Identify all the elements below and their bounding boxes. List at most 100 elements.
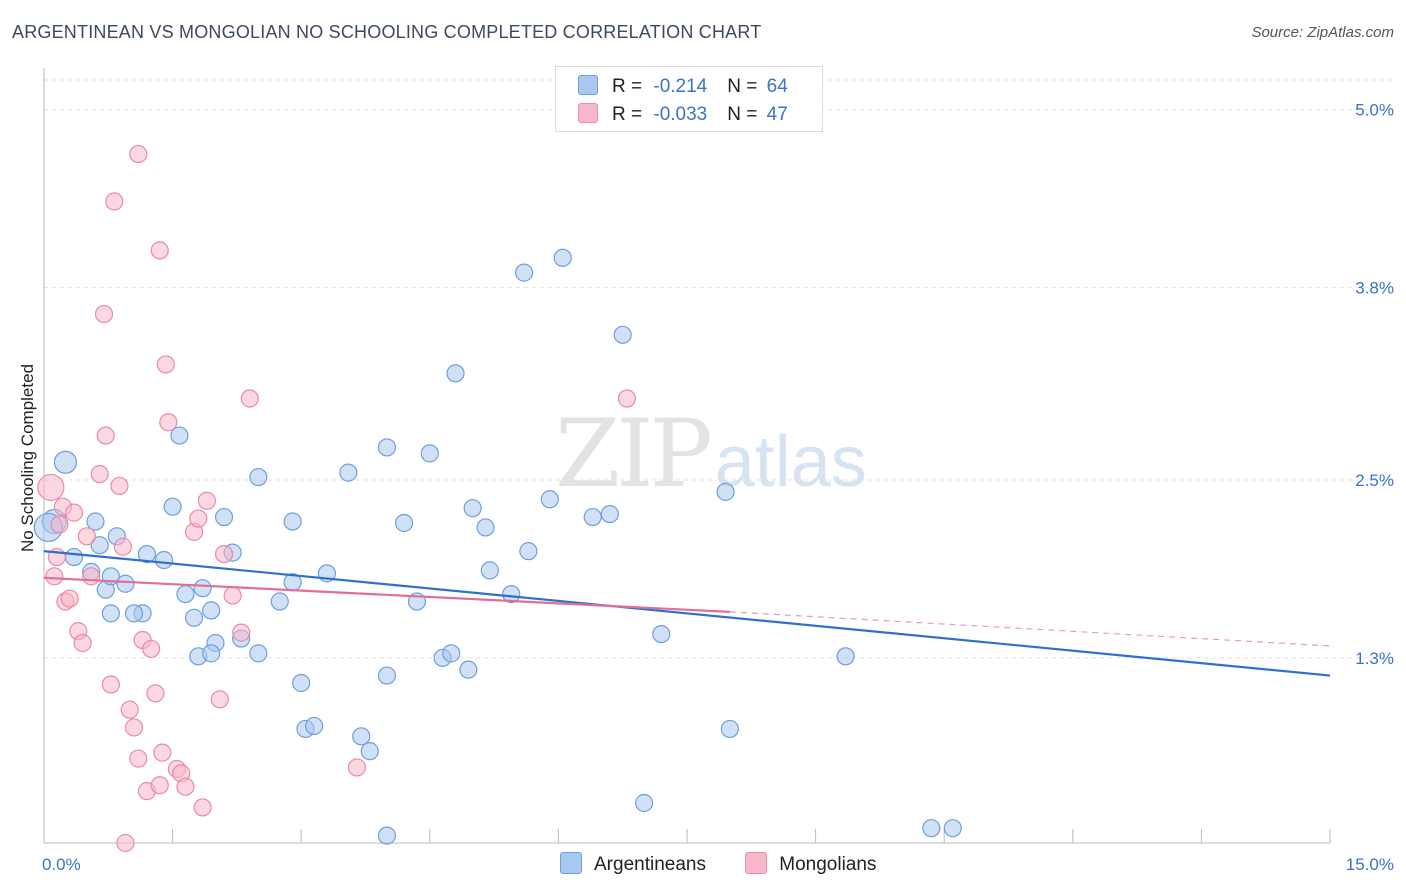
data-point-argentineans xyxy=(502,584,521,604)
data-point-argentineans xyxy=(394,513,414,533)
data-point-mongolians xyxy=(210,690,229,709)
data-point-argentineans xyxy=(101,604,120,623)
data-point-mongolians xyxy=(77,527,96,546)
data-point-argentineans xyxy=(420,444,439,463)
data-point-argentineans xyxy=(249,467,268,487)
data-point-argentineans xyxy=(170,426,189,445)
data-point-mongolians xyxy=(159,413,178,432)
legend-n-label: N = xyxy=(727,104,763,125)
data-point-argentineans xyxy=(836,647,855,666)
legend-swatch-argentineans xyxy=(578,75,598,95)
data-point-argentineans xyxy=(184,608,204,627)
x-tick-label: 0.0% xyxy=(42,855,81,874)
legend-r-value: -0.033 xyxy=(653,104,708,125)
data-point-argentineans xyxy=(202,644,221,663)
data-point-argentineans xyxy=(86,512,105,531)
legend-r-label: R = xyxy=(612,104,648,125)
series-legend-mongolians: Mongolians xyxy=(745,852,876,876)
data-point-mongolians xyxy=(37,473,65,502)
correlation-legend: R = -0.214 N = 64 R = -0.033 N = 47 xyxy=(555,66,823,132)
data-point-argentineans xyxy=(53,450,78,474)
data-point-mongolians xyxy=(617,389,637,408)
data-point-mongolians xyxy=(150,776,169,795)
data-point-mongolians xyxy=(105,192,124,211)
data-point-mongolians xyxy=(142,639,161,659)
data-point-argentineans xyxy=(270,592,289,611)
legend-swatch-mongolians xyxy=(578,103,598,123)
data-point-argentineans xyxy=(459,660,478,679)
data-point-mongolians xyxy=(101,675,120,694)
data-point-argentineans xyxy=(463,499,482,518)
data-point-argentineans xyxy=(476,518,495,537)
series-swatch-argentineans xyxy=(560,852,582,874)
data-point-mongolians xyxy=(240,389,259,408)
data-point-mongolians xyxy=(116,833,135,853)
data-point-argentineans xyxy=(202,601,221,620)
data-point-argentineans xyxy=(154,550,174,570)
data-point-argentineans xyxy=(540,490,559,509)
data-point-mongolians xyxy=(45,567,64,586)
y-axis-title: No Schooling Completed xyxy=(18,364,37,552)
data-point-mongolians xyxy=(94,304,114,324)
series-label-argentineans: Argentineans xyxy=(594,854,706,875)
series-swatch-mongolians xyxy=(745,852,768,874)
legend-n-label: N = xyxy=(727,76,763,97)
chart-title: ARGENTINEAN VS MONGOLIAN NO SCHOOLING CO… xyxy=(12,22,762,42)
data-point-mongolians xyxy=(153,743,172,762)
legend-r-label: R = xyxy=(612,76,648,97)
data-point-argentineans xyxy=(193,579,212,598)
data-point-argentineans xyxy=(116,574,135,593)
data-point-argentineans xyxy=(442,644,461,663)
data-point-mongolians xyxy=(146,684,165,703)
data-point-mongolians xyxy=(214,544,234,564)
y-tick-label: 3.8% xyxy=(1355,278,1394,297)
chart-source: Source: ZipAtlas.com xyxy=(1251,24,1394,41)
series-legend-argentineans: Argentineans xyxy=(560,852,706,876)
data-point-mongolians xyxy=(50,515,69,534)
data-point-mongolians xyxy=(129,749,148,768)
data-point-argentineans xyxy=(720,719,739,739)
watermark-atlas: atlas xyxy=(714,422,867,502)
y-tick-label: 1.3% xyxy=(1355,649,1394,668)
data-point-mongolians xyxy=(156,355,175,374)
watermark-zip: ZIP xyxy=(555,400,713,509)
data-point-argentineans xyxy=(716,482,735,501)
data-point-argentineans xyxy=(304,716,324,736)
data-point-mongolians xyxy=(90,464,109,484)
data-point-argentineans xyxy=(613,325,632,344)
data-point-argentineans xyxy=(377,438,397,457)
y-tick-label: 5.0% xyxy=(1355,101,1394,120)
data-point-mongolians xyxy=(189,509,208,528)
data-point-argentineans xyxy=(943,819,962,838)
data-point-argentineans xyxy=(553,248,572,267)
data-point-argentineans xyxy=(249,644,268,663)
data-point-mongolians xyxy=(223,586,242,605)
data-point-argentineans xyxy=(176,584,195,604)
data-point-mongolians xyxy=(64,503,84,522)
x-tick-label: 15.0% xyxy=(1346,855,1394,874)
data-point-mongolians xyxy=(176,777,195,796)
data-point-argentineans xyxy=(283,512,302,531)
data-point-argentineans xyxy=(635,793,654,813)
data-point-argentineans xyxy=(137,544,156,564)
data-point-mongolians xyxy=(82,567,101,586)
data-point-mongolians xyxy=(197,491,216,510)
data-point-mongolians xyxy=(150,241,169,260)
legend-n-value: 64 xyxy=(766,76,788,97)
data-point-mongolians xyxy=(73,633,92,653)
data-point-argentineans xyxy=(446,364,465,383)
y-tick-label: 2.5% xyxy=(1355,471,1394,490)
series-label-mongolians: Mongolians xyxy=(779,854,877,875)
data-point-argentineans xyxy=(377,826,397,845)
legend-row-argentineans: R = -0.214 N = 64 xyxy=(578,75,788,99)
data-point-argentineans xyxy=(922,819,941,838)
data-point-mongolians xyxy=(60,589,79,608)
watermark: ZIPatlas xyxy=(555,400,867,509)
data-point-argentineans xyxy=(515,263,534,282)
data-point-argentineans xyxy=(480,561,499,580)
data-point-mongolians xyxy=(232,623,251,642)
data-point-mongolians xyxy=(193,798,212,817)
trend-line-mongolians xyxy=(43,576,730,613)
data-point-mongolians xyxy=(124,718,144,737)
